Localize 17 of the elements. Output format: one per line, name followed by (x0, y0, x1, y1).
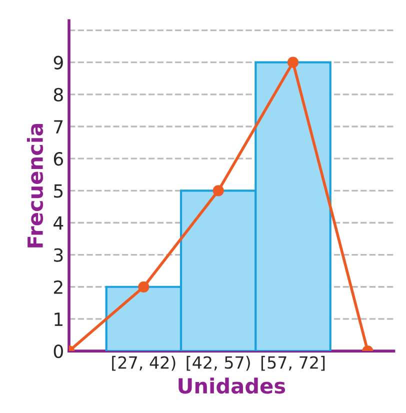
y-tick-label: 6 (54, 152, 64, 166)
y-tick-label: 4 (54, 216, 64, 230)
y-tick-label: 0 (54, 344, 63, 358)
y-tick-label: 9 (54, 56, 63, 70)
y-tick-label: 1 (54, 312, 62, 326)
y-tick-label: 2 (54, 280, 62, 294)
x-axis-title: Unidades (178, 378, 286, 394)
x-tick-label: [27, 42) (112, 356, 176, 371)
y-tick-label: 3 (54, 248, 63, 262)
y-axis-title: Frecuencia (26, 124, 44, 248)
y-tick-label: 8 (54, 88, 63, 102)
point (287, 56, 299, 68)
point (212, 185, 224, 196)
x-tick-label: [57, 72] (261, 356, 325, 371)
x-tick-label: [42, 57) (186, 356, 250, 371)
y-tick-label: 5 (54, 184, 63, 198)
y-tick-label: 7 (54, 120, 63, 134)
